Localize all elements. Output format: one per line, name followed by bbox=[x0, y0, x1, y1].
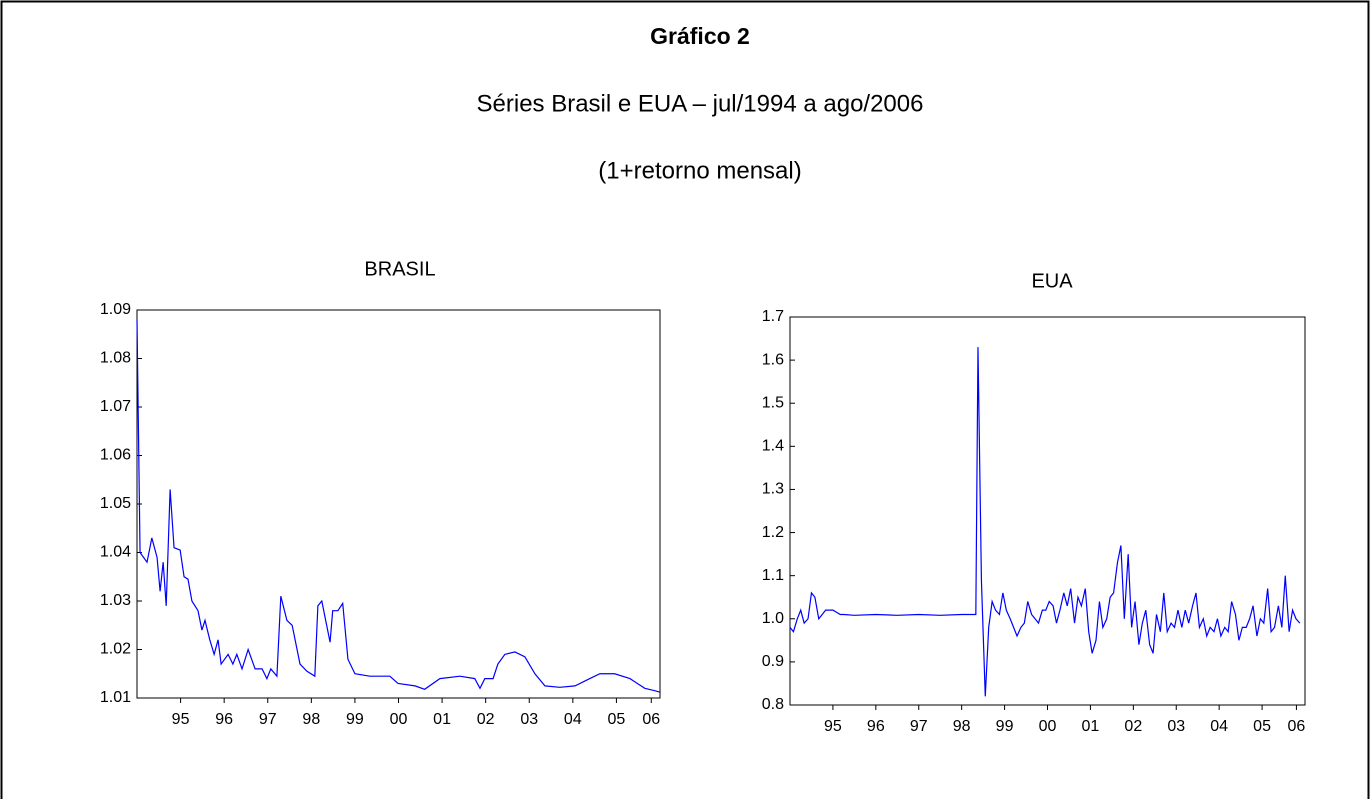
y-tick-label: 1.3 bbox=[762, 481, 784, 498]
plot-frame bbox=[789, 316, 1306, 706]
chart-title: EUA bbox=[1031, 270, 1073, 292]
x-tick-label: 98 bbox=[302, 711, 320, 728]
x-tick-label: 97 bbox=[910, 718, 928, 735]
figure-subtitle: Séries Brasil e EUA – jul/1994 a ago/200… bbox=[477, 90, 924, 117]
x-tick-label: 95 bbox=[824, 718, 842, 735]
x-tick-label: 96 bbox=[867, 718, 885, 735]
y-tick-label: 1.2 bbox=[762, 524, 784, 541]
x-tick-label: 00 bbox=[390, 711, 408, 728]
y-tick-label: 0.9 bbox=[762, 653, 784, 670]
x-tick-label: 03 bbox=[1167, 718, 1185, 735]
data-line bbox=[789, 347, 1301, 697]
x-tick-label: 05 bbox=[608, 711, 626, 728]
y-tick-label: 1.02 bbox=[100, 641, 131, 658]
y-tick-label: 1.07 bbox=[100, 398, 131, 415]
y-tick-label: 1.09 bbox=[100, 301, 131, 318]
y-tick-label: 1.1 bbox=[762, 567, 784, 584]
x-tick-label: 06 bbox=[1288, 718, 1306, 735]
y-tick-label: 1.03 bbox=[100, 592, 131, 609]
x-tick-label: 99 bbox=[346, 711, 364, 728]
x-tick-label: 05 bbox=[1253, 718, 1271, 735]
y-tick-label: 1.06 bbox=[100, 447, 131, 464]
y-tick-label: 1.5 bbox=[762, 394, 784, 411]
y-tick-label: 1.7 bbox=[762, 308, 784, 325]
x-tick-label: 02 bbox=[477, 711, 495, 728]
x-tick-label: 99 bbox=[996, 718, 1014, 735]
x-tick-label: 96 bbox=[215, 711, 233, 728]
y-tick-label: 1.04 bbox=[100, 544, 131, 561]
x-tick-label: 03 bbox=[520, 711, 538, 728]
x-tick-label: 01 bbox=[433, 711, 451, 728]
chart-title: BRASIL bbox=[364, 258, 435, 280]
y-tick-label: 1.4 bbox=[762, 438, 784, 455]
x-tick-label: 02 bbox=[1124, 718, 1142, 735]
y-tick-label: 1.01 bbox=[100, 689, 131, 706]
y-tick-label: 1.6 bbox=[762, 351, 784, 368]
x-tick-label: 04 bbox=[564, 711, 582, 728]
x-tick-label: 01 bbox=[1082, 718, 1100, 735]
data-line bbox=[136, 319, 661, 693]
y-tick-label: 1.08 bbox=[100, 350, 131, 367]
x-tick-label: 97 bbox=[259, 711, 277, 728]
x-tick-label: 04 bbox=[1210, 718, 1228, 735]
figure-title: Gráfico 2 bbox=[650, 23, 750, 49]
y-tick-label: 0.8 bbox=[762, 696, 784, 713]
x-tick-label: 06 bbox=[642, 711, 660, 728]
x-tick-label: 00 bbox=[1039, 718, 1057, 735]
x-tick-label: 95 bbox=[172, 711, 190, 728]
figure-note: (1+retorno mensal) bbox=[598, 157, 801, 184]
y-tick-label: 1.0 bbox=[762, 610, 784, 627]
y-tick-label: 1.05 bbox=[100, 495, 131, 512]
plot-frame bbox=[136, 309, 661, 699]
x-tick-label: 98 bbox=[953, 718, 971, 735]
